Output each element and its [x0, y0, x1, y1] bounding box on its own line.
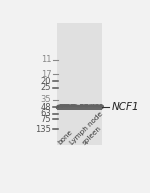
Text: 25: 25	[41, 83, 51, 92]
Text: bone: bone	[57, 129, 74, 146]
Text: NCF1: NCF1	[112, 102, 139, 112]
Bar	[57, 23, 102, 145]
Text: 17: 17	[41, 70, 51, 79]
Text: spleen: spleen	[81, 125, 102, 146]
Text: 35: 35	[41, 95, 51, 104]
Text: 20: 20	[41, 77, 51, 86]
Text: 63: 63	[40, 109, 51, 118]
Text: Lymph node: Lymph node	[69, 110, 104, 146]
Text: 75: 75	[41, 114, 51, 124]
Text: 48: 48	[41, 103, 51, 112]
Text: 135: 135	[35, 125, 51, 134]
Text: 11: 11	[41, 55, 51, 64]
